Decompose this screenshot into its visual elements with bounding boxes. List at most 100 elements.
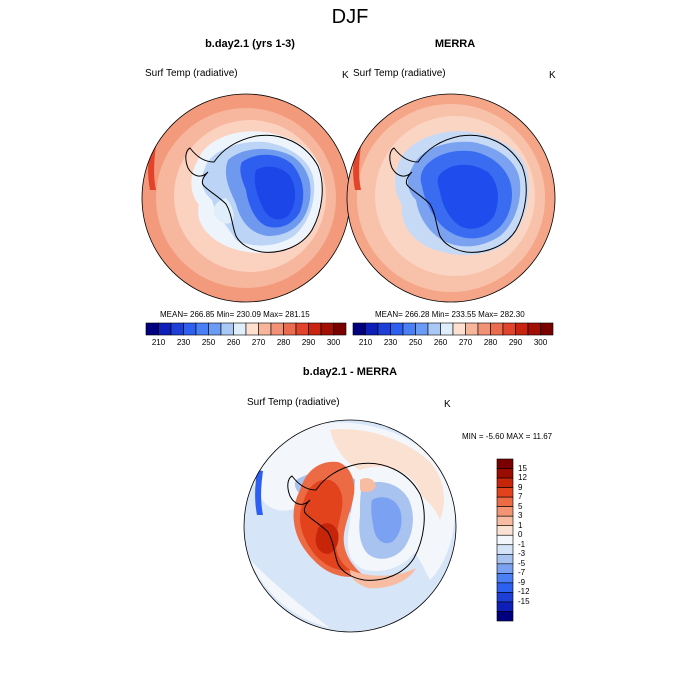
panel-3-colorbar-swatch xyxy=(496,477,514,488)
panel-1-variable: Surf Temp (radiative) xyxy=(145,68,238,79)
panel-3-colorbar-tick-label: 1 xyxy=(518,520,523,530)
panel-2-colorbar-swatch xyxy=(365,322,379,336)
panel-3-colorbar-tick-label: -3 xyxy=(518,549,526,559)
panel-1-colorbar-tick-label: 290 xyxy=(301,338,316,347)
panel-1-colorbar-tick-label: 230 xyxy=(176,338,191,347)
panel-3-colorbar-tick-label: -1 xyxy=(518,539,526,549)
panel-3-colorbar-tick-label: 9 xyxy=(518,482,523,492)
panel-2-colorbar-swatch xyxy=(415,322,429,336)
panel-1-colorbar-swatch xyxy=(220,322,234,336)
panel-3-colorbar-tick-label: -15 xyxy=(518,596,530,606)
panel-2-colorbar-swatch xyxy=(465,322,479,336)
panel-2-colorbar-swatch xyxy=(440,322,454,336)
panel-2-colorbar-tick-label: 290 xyxy=(508,338,523,347)
panel-3-colorbar-swatch xyxy=(496,544,514,555)
panel-3-variable: Surf Temp (radiative) xyxy=(247,397,340,408)
panel-2-colorbar-tick-label: 230 xyxy=(383,338,398,347)
panel-2-colorbar-swatch xyxy=(527,322,541,336)
panel-1-colorbar-swatch xyxy=(333,322,347,336)
panel-3-colorbar-swatch xyxy=(496,573,514,584)
panel-2-units: K xyxy=(549,70,556,81)
panel-3-colorbar-tick-label: -9 xyxy=(518,577,526,587)
panel-2-colorbar-tick-label: 280 xyxy=(483,338,498,347)
panel-2-colorbar-swatch xyxy=(540,322,554,336)
panel-3-colorbar-ticks: 15 12 9 7 5 3 1 0 -1 -3 -5 -7 -9 -12 -15 xyxy=(518,459,548,621)
panel-3-colorbar-swatch xyxy=(496,506,514,517)
panel-3-colorbar-swatch xyxy=(496,496,514,507)
panel-1-colorbar-swatch xyxy=(145,322,159,336)
panel-3-colorbar-swatch xyxy=(496,582,514,593)
panel-1-units: K xyxy=(342,70,349,81)
panel-1-colorbar-ticks: 210 230 250 260 270 280 290 300 xyxy=(146,338,346,350)
panel-2-title: MERRA xyxy=(434,38,476,50)
panel-1-title: b.day2.1 (yrs 1-3) xyxy=(205,38,295,50)
panel-2-colorbar-swatch xyxy=(427,322,441,336)
panel-3-colorbar-swatch xyxy=(496,458,514,469)
panel-3-colorbar-swatch xyxy=(496,553,514,565)
panel-3-colorbar-swatch xyxy=(496,525,514,536)
panel-3-colorbar-swatch xyxy=(496,468,514,479)
panel-1-colorbar-swatch xyxy=(295,322,309,336)
panel-2-colorbar-swatch xyxy=(490,322,504,336)
panel-2-colorbar-tick-label: 270 xyxy=(458,338,473,347)
panel-1-colorbar-swatch xyxy=(158,322,172,336)
panel-1-colorbar-swatch xyxy=(183,322,197,336)
panel-3-colorbar xyxy=(496,458,514,622)
panel-1-colorbar-swatch xyxy=(308,322,322,336)
panel-3-colorbar-tick-label: 15 xyxy=(518,463,527,473)
panel-1-colorbar-tick-label: 210 xyxy=(151,338,166,347)
panel-2-colorbar-swatch xyxy=(477,322,491,336)
panel-3-colorbar-tick-label: -7 xyxy=(518,568,526,578)
panel-1-colorbar-swatch xyxy=(258,322,272,336)
panel-1-colorbar-tick-label: 260 xyxy=(226,338,241,347)
panel-2-colorbar-swatch xyxy=(402,322,416,336)
panel-2-colorbar-tick-label: 210 xyxy=(358,338,373,347)
panel-2-stats: MEAN= 266.28 Min= 233.55 Max= 282.30 xyxy=(375,310,525,319)
panel-3-colorbar-tick-label: -12 xyxy=(518,587,530,597)
panel-2-colorbar-swatch xyxy=(390,322,404,336)
panel-3-colorbar-tick-label: -5 xyxy=(518,558,526,568)
panel-2-colorbar-swatch xyxy=(377,322,391,336)
panel-2-colorbar-ticks: 210 230 250 260 270 280 290 300 xyxy=(353,338,553,350)
panel-1-colorbar xyxy=(145,322,347,336)
panel-2-colorbar-tick-label: 300 xyxy=(533,338,548,347)
panel-3-colorbar-swatch xyxy=(496,515,514,527)
panel-1-colorbar-tick-label: 250 xyxy=(201,338,216,347)
panel-2-colorbar xyxy=(352,322,554,336)
panel-2-colorbar-tick-label: 250 xyxy=(408,338,423,347)
panel-2-colorbar-swatch xyxy=(452,322,466,336)
panel-1-colorbar-swatch xyxy=(283,322,297,336)
panel-1-colorbar-swatch xyxy=(208,322,222,336)
panel-3-colorbar-tick-label: 12 xyxy=(518,473,527,483)
panel-1-colorbar-swatch xyxy=(195,322,209,336)
panel-3-colorbar-swatch xyxy=(496,611,514,622)
panel-2-colorbar-tick-label: 260 xyxy=(433,338,448,347)
panel-3-colorbar-swatch xyxy=(496,592,514,603)
panel-1-colorbar-swatch xyxy=(233,322,247,336)
panel-1-colorbar-swatch xyxy=(320,322,334,336)
panel-1-colorbar-swatch xyxy=(245,322,259,336)
figure-title: DJF xyxy=(331,6,369,28)
panel-2-colorbar-swatch xyxy=(515,322,529,336)
panel-3-colorbar-swatch xyxy=(496,534,514,546)
panel-2-colorbar-swatch xyxy=(352,322,366,336)
panel-3-colorbar-tick-label: 0 xyxy=(518,530,523,540)
panel-1-colorbar-swatch xyxy=(170,322,184,336)
panel-3-colorbar-tick-label: 3 xyxy=(518,511,523,521)
panel-3-title: b.day2.1 - MERRA xyxy=(302,366,398,378)
panel-2-colorbar-swatch xyxy=(502,322,516,336)
panel-3-colorbar-swatch xyxy=(496,487,514,498)
panel-2-variable: Surf Temp (radiative) xyxy=(353,68,446,79)
panel-1-colorbar-tick-label: 300 xyxy=(326,338,341,347)
panel-1-stats: MEAN= 266.85 Min= 230.09 Max= 281.15 xyxy=(160,310,310,319)
panel-3-colorbar-tick-label: 7 xyxy=(518,492,523,502)
panel-3-colorbar-swatch xyxy=(496,563,514,574)
panel-3-stats: MIN = -5.60 MAX = 11.67 xyxy=(462,432,553,441)
panel-3-units: K xyxy=(444,399,451,410)
panel-1-colorbar-tick-label: 270 xyxy=(251,338,266,347)
panel-1-colorbar-swatch xyxy=(270,322,284,336)
panel-1-colorbar-tick-label: 280 xyxy=(276,338,291,347)
